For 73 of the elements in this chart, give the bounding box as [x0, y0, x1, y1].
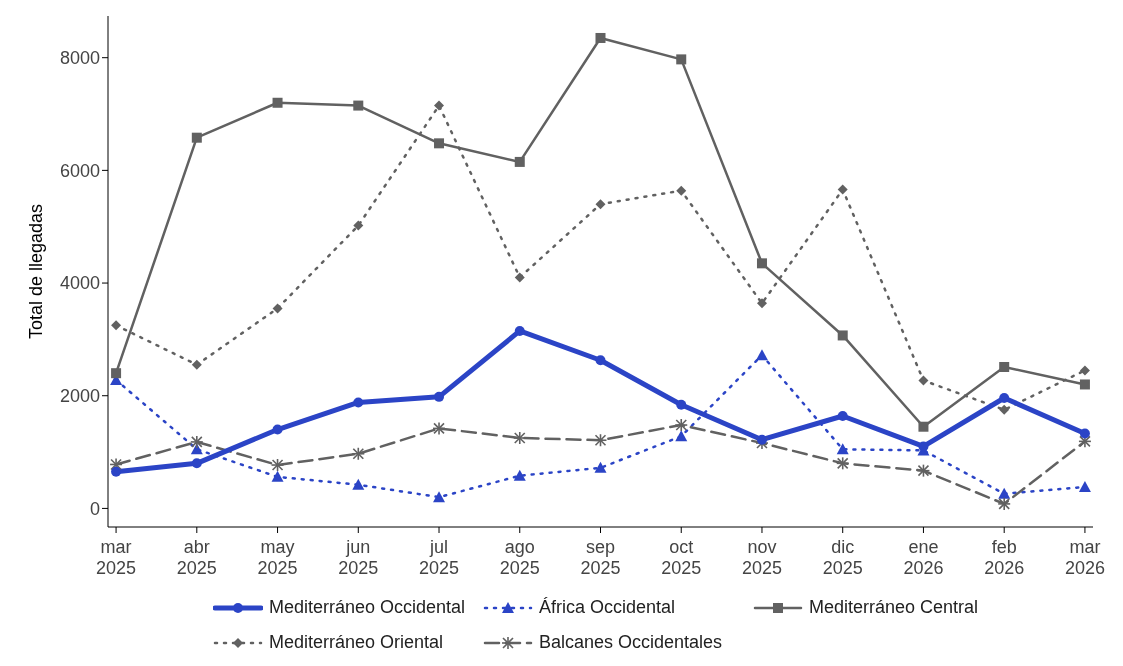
point [595, 199, 606, 210]
point [434, 138, 445, 149]
point [918, 421, 929, 432]
point [595, 32, 606, 43]
point [434, 100, 445, 111]
point [999, 392, 1010, 403]
x-tick-label: may 2025 [257, 537, 298, 578]
point [191, 458, 202, 469]
x-tick-label: jul 2025 [419, 537, 460, 578]
point [756, 298, 767, 309]
point [272, 424, 283, 435]
legend-label: Mediterráneo Central [809, 597, 979, 618]
point [272, 303, 283, 314]
point [837, 411, 848, 422]
point [837, 330, 848, 341]
point [434, 391, 445, 402]
point [999, 404, 1010, 415]
y-tick-label: 0 [89, 498, 100, 519]
y-axis-title: Total de llegadas [26, 203, 47, 340]
x-tick-label: nov 2025 [741, 537, 782, 578]
y-tick-label: 8000 [59, 48, 100, 69]
point [191, 132, 202, 143]
point [1079, 428, 1090, 439]
x-tick-label: oct 2025 [661, 537, 702, 578]
point [1078, 481, 1091, 492]
point [513, 469, 526, 481]
point [353, 220, 364, 231]
point [271, 470, 284, 482]
point [918, 441, 929, 452]
y-tick-label: 2000 [59, 386, 100, 407]
point [191, 359, 202, 370]
x-tick-label: sep 2025 [580, 537, 621, 578]
x-tick-label: jun 2025 [338, 537, 379, 578]
legend-label: África Occidental [539, 597, 676, 618]
point [836, 443, 849, 455]
point [837, 184, 848, 195]
point [755, 349, 768, 361]
x-tick-label: mar 2026 [1064, 537, 1105, 578]
point [111, 368, 122, 379]
point [514, 325, 525, 336]
point [111, 466, 122, 477]
point [998, 487, 1011, 499]
point [272, 97, 283, 108]
legend-label: Balcanes Occidentales [539, 632, 723, 653]
point [595, 355, 606, 366]
y-tick-label: 4000 [59, 273, 100, 294]
point [756, 258, 767, 269]
point [111, 320, 122, 331]
y-tick-label: 6000 [59, 160, 100, 181]
point [352, 478, 365, 490]
point [675, 430, 688, 442]
point [594, 461, 607, 473]
point [1079, 365, 1090, 376]
point [999, 362, 1010, 372]
point [676, 399, 687, 410]
x-tick-label: ago 2025 [499, 537, 540, 578]
point [433, 491, 446, 503]
legend-label: Mediterráneo Oriental [269, 632, 444, 653]
x-tick-label: ene 2026 [903, 537, 944, 578]
point [514, 156, 525, 167]
x-tick-label: dic 2025 [822, 537, 863, 578]
x-tick-label: mar 2025 [96, 537, 137, 578]
point [676, 185, 687, 196]
point [676, 54, 687, 65]
point [353, 100, 364, 111]
point [756, 434, 767, 445]
legend-label: Mediterráneo Occidental [269, 597, 466, 618]
point [353, 397, 364, 408]
point [1079, 379, 1090, 390]
point [918, 375, 929, 386]
x-tick-label: abr 2025 [176, 537, 217, 578]
x-tick-label: feb 2026 [984, 537, 1025, 578]
point [514, 272, 525, 283]
